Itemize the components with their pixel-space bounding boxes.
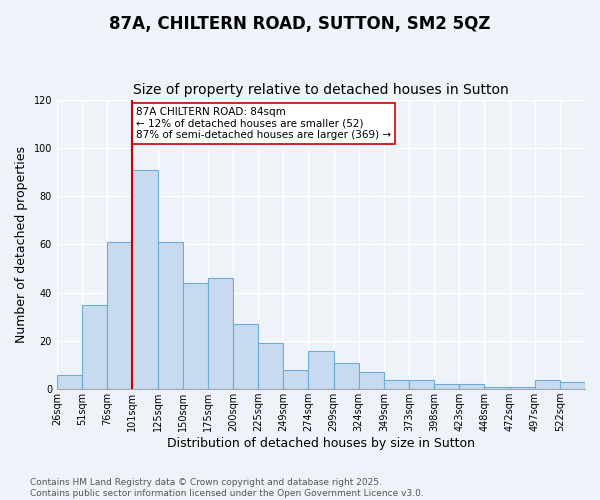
Bar	[208, 278, 233, 389]
Bar	[107, 242, 133, 389]
Bar	[283, 370, 308, 389]
Bar	[133, 170, 158, 389]
Bar	[57, 374, 82, 389]
Bar	[459, 384, 484, 389]
Bar	[535, 380, 560, 389]
Bar	[560, 382, 585, 389]
Bar	[434, 384, 459, 389]
Bar	[182, 283, 208, 389]
Bar	[484, 387, 509, 389]
Bar	[359, 372, 384, 389]
Bar	[334, 362, 359, 389]
X-axis label: Distribution of detached houses by size in Sutton: Distribution of detached houses by size …	[167, 437, 475, 450]
Bar	[158, 242, 182, 389]
Text: 87A, CHILTERN ROAD, SUTTON, SM2 5QZ: 87A, CHILTERN ROAD, SUTTON, SM2 5QZ	[109, 15, 491, 33]
Y-axis label: Number of detached properties: Number of detached properties	[15, 146, 28, 343]
Bar	[509, 387, 535, 389]
Text: Contains HM Land Registry data © Crown copyright and database right 2025.
Contai: Contains HM Land Registry data © Crown c…	[30, 478, 424, 498]
Bar	[82, 304, 107, 389]
Bar	[308, 350, 334, 389]
Bar	[384, 380, 409, 389]
Bar	[258, 344, 283, 389]
Text: 87A CHILTERN ROAD: 84sqm
← 12% of detached houses are smaller (52)
87% of semi-d: 87A CHILTERN ROAD: 84sqm ← 12% of detach…	[136, 107, 391, 140]
Title: Size of property relative to detached houses in Sutton: Size of property relative to detached ho…	[133, 83, 509, 97]
Bar	[409, 380, 434, 389]
Bar	[233, 324, 258, 389]
